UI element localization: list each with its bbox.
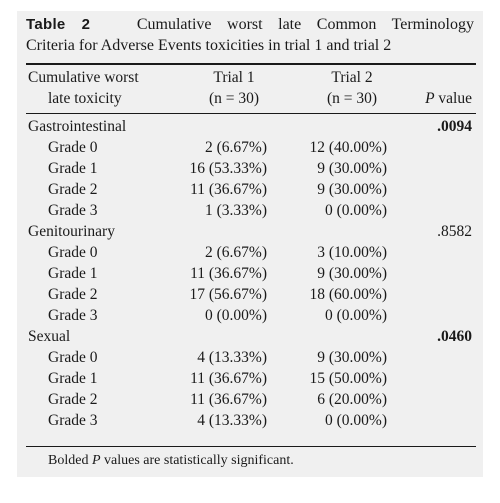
row-label: Grade 2	[48, 391, 98, 408]
header-col-trial1: Trial 1 (n = 30)	[208, 69, 260, 107]
table-row: Grade 1 11 (36.67%) 15 (50.00%)	[17, 370, 483, 391]
row-label: Grade 3	[48, 307, 98, 324]
pvalue-cell: .0094	[437, 118, 472, 135]
trial2-cell: 0 (0.00%)	[325, 412, 387, 429]
table-group-row: Gastrointestinal .0094	[17, 118, 483, 139]
table-row: Grade 0 4 (13.33%) 9 (30.00%)	[17, 349, 483, 370]
trial2-cell: 9 (30.00%)	[317, 265, 387, 282]
row-label: Sexual	[28, 328, 71, 345]
trial1-cell: 0 (0.00%)	[205, 307, 267, 324]
table-row: Grade 3 1 (3.33%) 0 (0.00%)	[17, 202, 483, 223]
caption-text-line1: Cumulative worst late Common Terminology	[136, 16, 474, 33]
row-label: Grade 0	[48, 244, 98, 261]
row-label: Grade 2	[48, 181, 98, 198]
header-rule	[26, 113, 476, 114]
row-label: Gastrointestinal	[28, 118, 127, 135]
table-row: Grade 1 11 (36.67%) 9 (30.00%)	[17, 265, 483, 286]
trial1-cell: 11 (36.67%)	[190, 181, 267, 198]
trial2-cell: 12 (40.00%)	[309, 139, 388, 156]
table-caption: Table 2 Cumulative worst late Common Ter…	[26, 14, 474, 56]
table-row: Grade 0 2 (6.67%) 3 (10.00%)	[17, 244, 483, 265]
row-label: Grade 1	[48, 370, 98, 387]
table-row: Grade 2 11 (36.67%) 6 (20.00%)	[17, 391, 483, 412]
trial2-cell: 9 (30.00%)	[317, 160, 387, 177]
row-label: Grade 1	[48, 160, 98, 177]
trial1-cell: 4 (13.33%)	[197, 349, 267, 366]
row-label: Genitourinary	[28, 223, 115, 240]
trial2-cell: 0 (0.00%)	[325, 307, 387, 324]
trial2-cell: 6 (20.00%)	[317, 391, 387, 408]
pvalue-cell: .8582	[437, 223, 472, 240]
caption-text-line2: Criteria for Adverse Events toxicities i…	[26, 37, 392, 54]
trial1-cell: 4 (13.33%)	[197, 412, 267, 429]
trial1-cell: 11 (36.67%)	[190, 370, 267, 387]
trial2-cell: 18 (60.00%)	[309, 286, 388, 303]
trial1-cell: 11 (36.67%)	[190, 391, 267, 408]
row-label: Grade 2	[48, 286, 98, 303]
pvalue-cell: .0460	[437, 328, 472, 345]
top-rule	[26, 63, 476, 65]
table-row: Grade 1 16 (53.33%) 9 (30.00%)	[17, 160, 483, 181]
table-row: Grade 2 11 (36.67%) 9 (30.00%)	[17, 181, 483, 202]
table-row: Grade 2 17 (56.67%) 18 (60.00%)	[17, 286, 483, 307]
table-footnote: Bolded P values are statistically signif…	[48, 453, 294, 468]
trial1-cell: 2 (6.67%)	[205, 244, 267, 261]
header-col-toxicity: Cumulative worst late toxicity	[28, 69, 139, 107]
trial1-cell: 16 (53.33%)	[189, 160, 268, 177]
row-label: Grade 0	[48, 139, 98, 156]
trial1-cell: 17 (56.67%)	[189, 286, 268, 303]
table-panel: Table 2 Cumulative worst late Common Ter…	[17, 11, 483, 477]
trial2-cell: 9 (30.00%)	[317, 349, 387, 366]
header-col-trial2: Trial 2 (n = 30)	[326, 69, 378, 107]
table-row: Grade 3 4 (13.33%) 0 (0.00%)	[17, 412, 483, 433]
trial2-cell: 0 (0.00%)	[325, 202, 387, 219]
trial1-cell: 11 (36.67%)	[190, 265, 267, 282]
table-group-row: Sexual .0460	[17, 328, 483, 349]
trial2-cell: 15 (50.00%)	[309, 370, 388, 387]
row-label: Grade 3	[48, 202, 98, 219]
bottom-rule	[26, 446, 476, 447]
table-row: Grade 3 0 (0.00%) 0 (0.00%)	[17, 307, 483, 328]
table-label: Table 2	[26, 16, 91, 33]
table-row: Grade 0 2 (6.67%) 12 (40.00%)	[17, 139, 483, 160]
header-col-pvalue: P value	[425, 90, 472, 107]
row-label: Grade 0	[48, 349, 98, 366]
trial2-cell: 9 (30.00%)	[317, 181, 387, 198]
row-label: Grade 1	[48, 265, 98, 282]
trial2-cell: 3 (10.00%)	[317, 244, 387, 261]
trial1-cell: 1 (3.33%)	[205, 202, 267, 219]
row-label: Grade 3	[48, 412, 98, 429]
table-group-row: Genitourinary .8582	[17, 223, 483, 244]
trial1-cell: 2 (6.67%)	[205, 139, 267, 156]
